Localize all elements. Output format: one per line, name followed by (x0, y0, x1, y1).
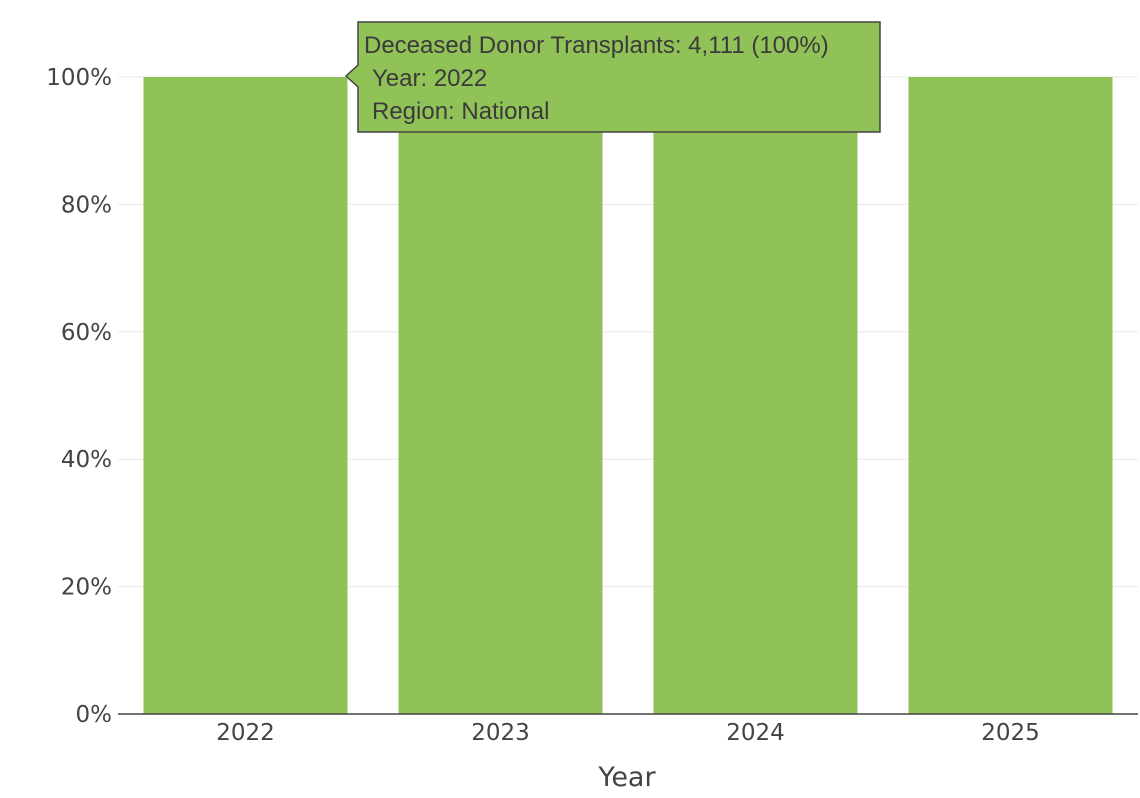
y-tick-label: 40% (61, 447, 112, 473)
y-tick-label: 0% (76, 702, 113, 728)
y-tick-labels: 0% 20% 40% 60% 80% 100% (46, 65, 112, 728)
x-tick-label: 2025 (981, 720, 1040, 746)
bars (143, 77, 1113, 714)
bar-2025[interactable] (908, 77, 1113, 714)
y-tick-label: 20% (61, 575, 112, 601)
tooltip-line-series: Deceased Donor Transplants: 4,111 (100%) (364, 32, 829, 59)
tooltip-line-year: Year: 2022 (372, 65, 487, 92)
y-tick-label: 60% (61, 320, 112, 346)
x-tick-labels: 2022 2023 2024 2025 (216, 720, 1040, 746)
tooltip-box (344, 21, 881, 133)
y-tick-label: 80% (61, 192, 112, 218)
x-tick-label: 2023 (471, 720, 530, 746)
hover-tooltip: Deceased Donor Transplants: 4,111 (100%)… (344, 21, 881, 133)
x-tick-label: 2022 (216, 720, 275, 746)
bar-2022[interactable] (143, 77, 348, 714)
bar-2024[interactable] (653, 77, 858, 714)
y-tick-label: 100% (46, 65, 112, 91)
x-tick-label: 2024 (726, 720, 785, 746)
x-axis-title: Year (597, 762, 656, 793)
bar-2023[interactable] (398, 77, 603, 714)
tooltip-line-region: Region: National (372, 98, 549, 125)
